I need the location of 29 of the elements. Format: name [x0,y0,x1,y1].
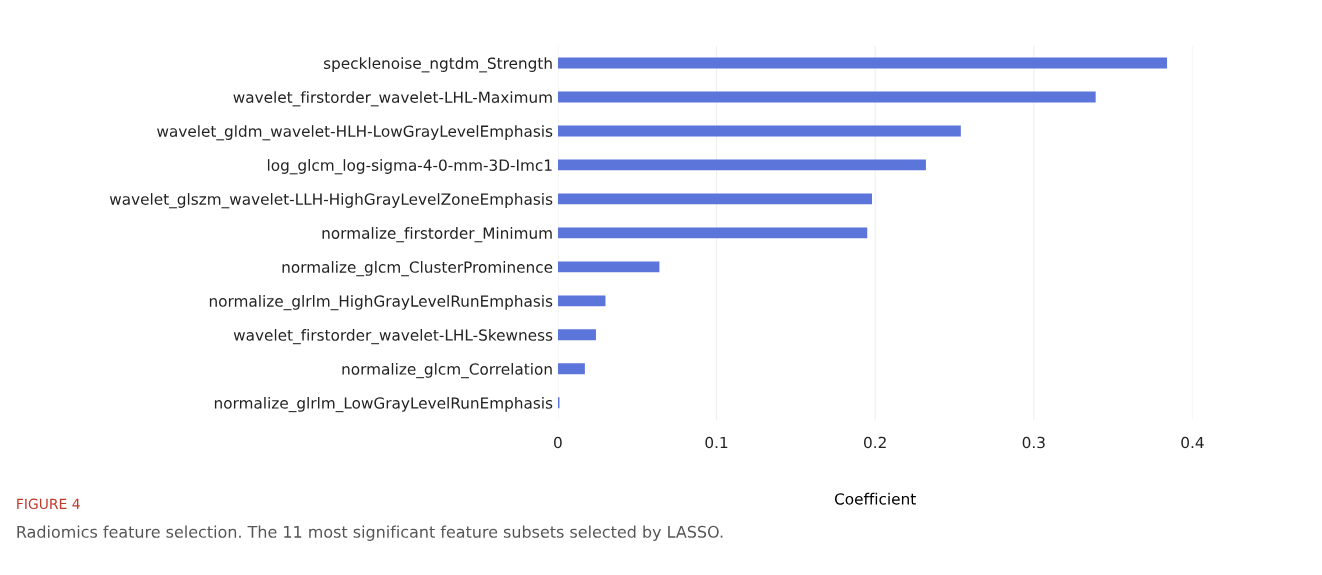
bar [557,159,926,171]
text: Radiomics feature selection. The 11 most significant feature subsets selected by LASSO. [17,525,723,541]
bar [557,295,606,307]
x-tick-label: 0.1 [705,436,728,449]
y-tick-label: normalize_glrlm_LowGrayLevelRunEmphasis [214,396,553,413]
bar [557,91,1096,103]
x-tick-label: 0.4 [1181,436,1204,449]
bar [557,125,961,137]
y-tick-label: wavelet_gldm_wavelet-HLH-LowGrayLevelEmphasis [157,125,553,141]
bar [557,261,660,273]
bar [557,57,1168,69]
bar [557,193,872,205]
bar [557,227,868,239]
x-tick-label: 0.3 [1022,436,1045,449]
bar [557,363,585,375]
x-axis-title: Coefficient [834,492,916,505]
y-tick-label: wavelet_glszm_wavelet-LLH-HighGrayLevelZoneEmphasis [109,193,553,209]
x-tick-label: 0.2 [864,436,886,449]
y-tick-label: normalize_firstorder_Minimum [322,227,552,243]
y-tick-label: wavelet_firstorder_wavelet-LHL-Skewness [233,329,553,345]
y-tick-label: wavelet_firstorder_wavelet-LHL-Maximum [233,91,552,107]
caption: FIGURE 4 [17,498,80,510]
y-tick-label: log_glcm_log-sigma-4-0-mm-3D-Imc1 [267,159,552,175]
y-tick-label: specklenoise_ngtdm_Strength [323,57,552,73]
y-tick-label: normalize_glrlm_HighGrayLevelRunEmphasis [209,295,553,311]
y-tick-label: normalize_glcm_ClusterProminence [282,261,553,277]
bar [557,329,596,341]
x-tick-label: 0 [554,436,562,449]
y-tick-label: normalize_glcm_Correlation [342,362,552,379]
